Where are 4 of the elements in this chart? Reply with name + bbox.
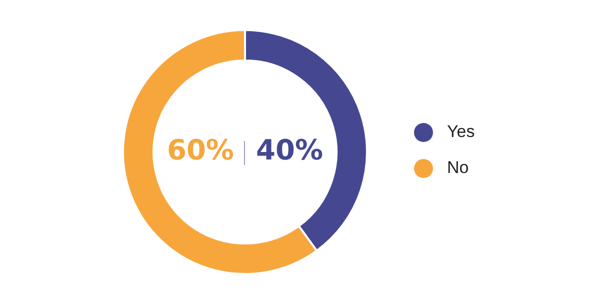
legend-label: Yes [447,122,475,142]
legend-label: No [447,158,469,178]
data-label: 60% [166,133,234,166]
data-label: 40% [256,133,324,166]
